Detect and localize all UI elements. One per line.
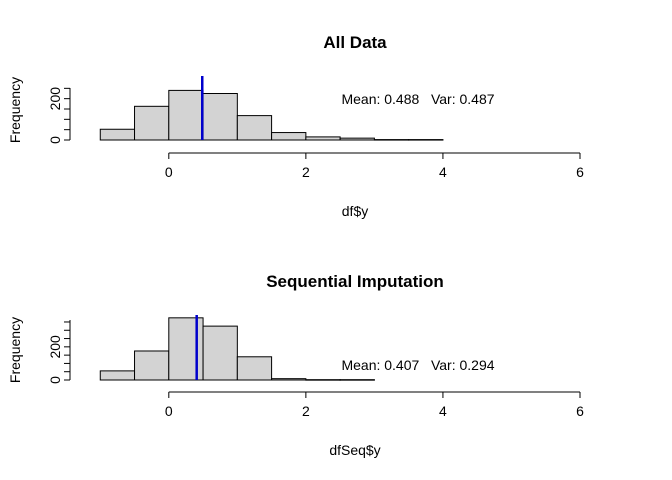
bars-layer <box>99 76 444 141</box>
histogram-bar <box>99 370 136 381</box>
y-tick-label: 200 <box>47 335 63 359</box>
y-tick-label: 0 <box>47 136 63 144</box>
histogram-bar <box>305 136 341 141</box>
histogram-bar <box>271 378 307 381</box>
histogram-bar <box>408 139 444 141</box>
histogram-bar <box>373 139 410 141</box>
x-tick-label: 6 <box>576 403 584 419</box>
panel-sequential-imputation: Sequential Imputation Frequency dfSeq$y … <box>7 272 584 458</box>
x-tick-label: 4 <box>439 164 447 180</box>
stats-annotation: Mean: 0.407 Var: 0.294 <box>341 357 494 373</box>
stats-annotation: Mean: 0.488 Var: 0.487 <box>341 91 494 107</box>
panel-all-data: All Data Frequency df$y Mean: 0.488 Var:… <box>7 33 584 219</box>
y-tick-label: 200 <box>47 87 63 111</box>
x-tick-label: 6 <box>576 164 584 180</box>
bars-layer <box>99 315 375 381</box>
axes-layer: 0 2 4 6 0 200 <box>47 320 584 419</box>
histogram-bar <box>339 137 375 141</box>
x-tick-label: 2 <box>302 164 310 180</box>
x-axis-label: dfSeq$y <box>329 442 380 458</box>
histogram-bar <box>305 379 341 381</box>
x-tick-label: 2 <box>302 403 310 419</box>
x-tick-label: 0 <box>165 164 173 180</box>
histogram-bar <box>99 128 136 141</box>
y-axis-label: Frequency <box>7 77 23 143</box>
histogram-bar <box>134 350 170 381</box>
histogram-bar <box>134 105 170 141</box>
x-tick-label: 4 <box>439 403 447 419</box>
chart-title: All Data <box>323 33 387 52</box>
y-tick-label: 0 <box>47 376 63 384</box>
histogram-bar <box>202 93 238 141</box>
y-axis-label: Frequency <box>7 317 23 383</box>
histogram-bar <box>202 325 238 381</box>
histogram-bar <box>236 115 273 141</box>
axes-layer: 0 2 4 6 0 200 <box>47 87 584 180</box>
histogram-bar <box>271 132 307 141</box>
x-tick-label: 0 <box>165 403 173 419</box>
x-axis-label: df$y <box>342 203 368 219</box>
histogram-bar <box>339 379 375 381</box>
histogram-bar <box>236 356 273 381</box>
chart-title: Sequential Imputation <box>266 272 444 291</box>
histogram-bar <box>168 89 204 141</box>
